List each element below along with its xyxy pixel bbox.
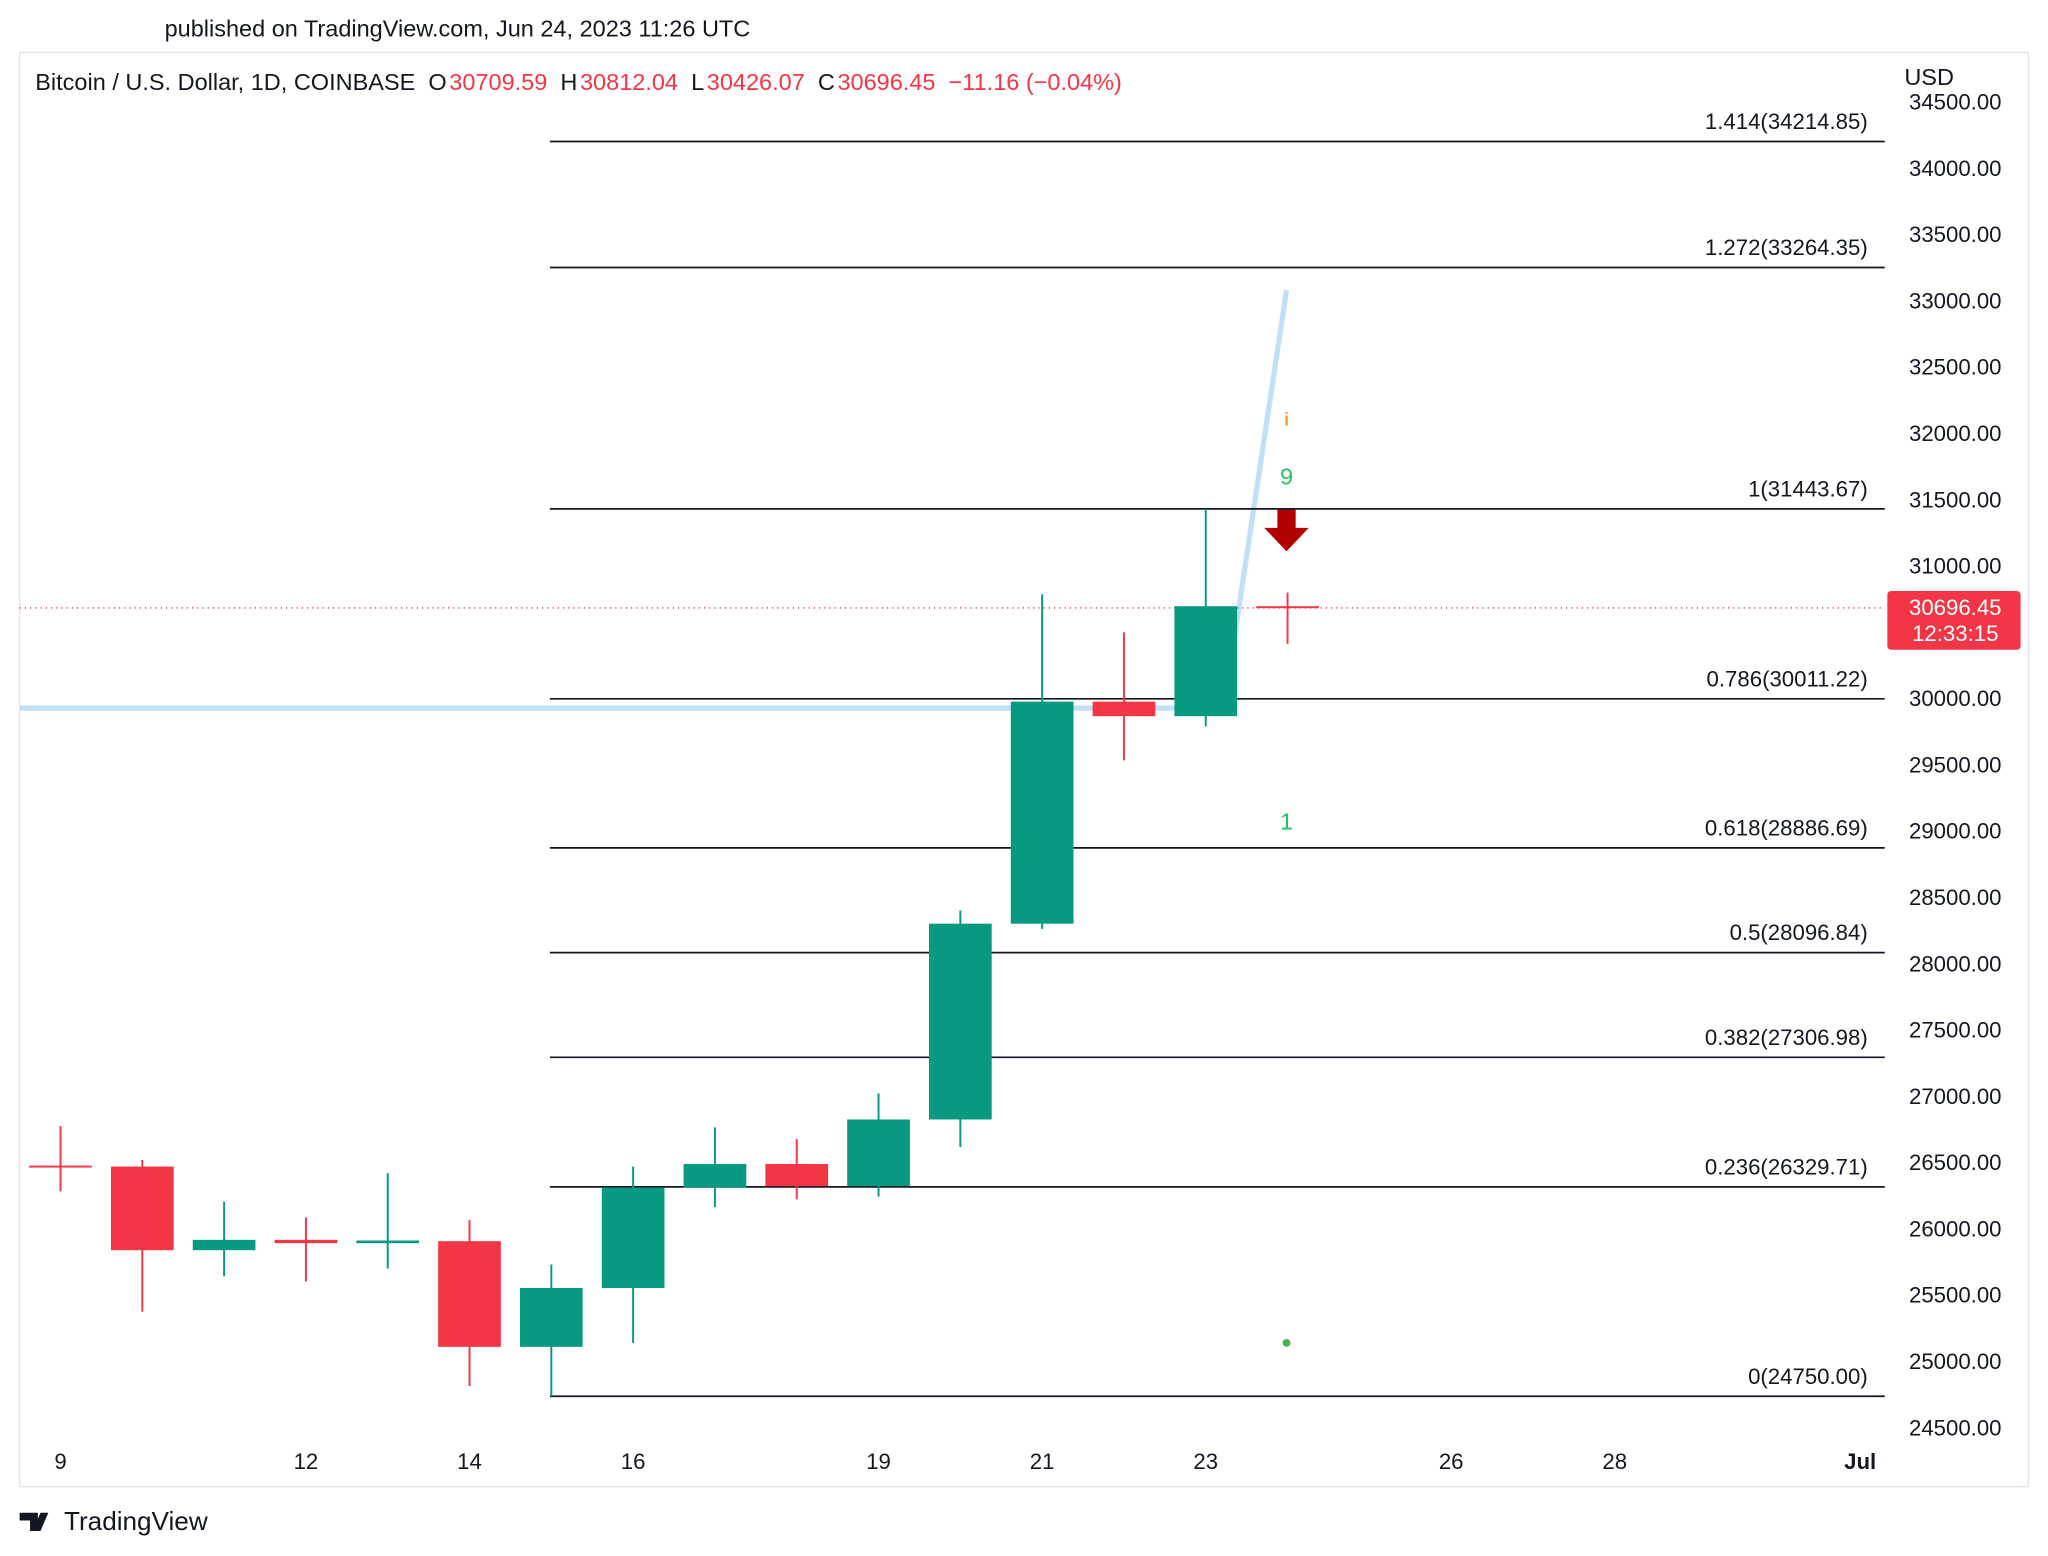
fib-label: 0.236(26329.71) xyxy=(1705,1154,1868,1179)
price-label: 30696.45 xyxy=(1909,595,2002,620)
y-tick-label: 27500.00 xyxy=(1909,1018,2002,1043)
fib-label: 1(31443.67) xyxy=(1748,476,1868,501)
y-tick-label: 28000.00 xyxy=(1909,951,2002,976)
x-tick-label: 16 xyxy=(621,1449,646,1474)
candle-body xyxy=(356,1240,420,1244)
y-tick-label: 30000.00 xyxy=(1909,686,2002,711)
candle-body xyxy=(1256,606,1319,609)
brand-logo: TradingView xyxy=(19,1506,208,1536)
y-tick-label: 33500.00 xyxy=(1909,222,2002,247)
legend-change: −11.16 (−0.04%) xyxy=(949,69,1122,95)
x-tick-label: 14 xyxy=(457,1449,482,1474)
candle-body xyxy=(1010,701,1074,924)
candle-body xyxy=(519,1287,583,1347)
candle-body xyxy=(192,1239,256,1251)
x-tick-label: 21 xyxy=(1030,1449,1055,1474)
count-label: 1 xyxy=(1280,808,1293,834)
x-tick-label: Jul xyxy=(1844,1449,1876,1474)
y-tick-label: 31000.00 xyxy=(1909,554,2002,579)
count-label: 9 xyxy=(1280,463,1293,489)
y-tick-label: 24500.00 xyxy=(1909,1415,2002,1440)
y-tick-label: 26000.00 xyxy=(1909,1216,2002,1241)
fib-label: 0.786(30011.22) xyxy=(1707,666,1868,691)
y-tick-label: 29000.00 xyxy=(1909,819,2002,844)
legend-key: L xyxy=(691,69,704,95)
y-tick-label: 31500.00 xyxy=(1909,487,2002,512)
x-tick-label: 23 xyxy=(1193,1449,1218,1474)
signal-dot xyxy=(1282,1338,1291,1347)
ohlc-legend: O 30709.59 H 30812.04 L 30426.07 C 30696.45 −11.… xyxy=(428,69,1121,95)
candle-body xyxy=(1174,606,1238,717)
y-tick-label: 32000.00 xyxy=(1909,421,2002,446)
fib-label: 1.272(33264.35) xyxy=(1705,235,1868,260)
x-tick-label: 12 xyxy=(294,1449,319,1474)
candle-body xyxy=(438,1241,501,1347)
price-label-box xyxy=(1887,590,2021,650)
fib-label: 1.414(34214.85) xyxy=(1705,109,1868,134)
x-tick-label: 28 xyxy=(1602,1449,1627,1474)
y-tick-label: 26500.00 xyxy=(1909,1150,2002,1175)
trend-line xyxy=(19,289,1290,711)
fib-label: 0.618(28886.69) xyxy=(1705,815,1868,840)
y-tick-label: 25000.00 xyxy=(1909,1349,2002,1374)
candle-body xyxy=(928,923,992,1120)
fib-label: 0.5(28096.84) xyxy=(1730,920,1868,945)
candle-body xyxy=(110,1166,174,1251)
legend-key: C xyxy=(818,69,835,95)
x-tick-label: 19 xyxy=(866,1449,891,1474)
y-tick-label: 28500.00 xyxy=(1909,885,2002,910)
legend-value: 30812.04 xyxy=(580,69,678,95)
fib-label: 0.382(27306.98) xyxy=(1705,1025,1868,1050)
candle-body xyxy=(847,1119,910,1187)
candle-body xyxy=(765,1164,829,1187)
chart-frame xyxy=(18,51,2030,1488)
y-tick-label: 32500.00 xyxy=(1909,355,2002,380)
currency-label: USD xyxy=(1904,64,1954,90)
x-tick-label: 26 xyxy=(1439,1449,1464,1474)
candle-body xyxy=(29,1165,92,1168)
y-tick-label: 33000.00 xyxy=(1909,288,2002,313)
y-tick-label: 34500.00 xyxy=(1909,90,2002,115)
candle-body xyxy=(601,1187,665,1288)
symbol-title: Bitcoin / U.S. Dollar, 1D, COINBASE xyxy=(35,69,415,95)
countdown: 12:33:15 xyxy=(1912,621,1998,646)
y-tick-label: 27000.00 xyxy=(1909,1084,2002,1109)
info-marker: i xyxy=(1284,409,1289,430)
sell-arrow xyxy=(1264,509,1309,552)
candle-body xyxy=(1092,701,1156,717)
legend-value: 30709.59 xyxy=(449,69,547,95)
candle-body xyxy=(274,1239,338,1244)
legend-key: O xyxy=(428,69,446,95)
legend-value: 30426.07 xyxy=(707,69,805,95)
fib-label: 0(24750.00) xyxy=(1748,1364,1868,1389)
x-tick-label: 9 xyxy=(54,1449,66,1474)
brand: TradingView xyxy=(64,1506,208,1536)
candle-body xyxy=(683,1164,747,1188)
y-tick-label: 25500.00 xyxy=(1909,1283,2002,1308)
published-note: published on TradingView.com, Jun 24, 20… xyxy=(165,15,751,41)
y-tick-label: 34000.00 xyxy=(1909,156,2002,181)
legend-value: 30696.45 xyxy=(837,69,935,95)
legend-key: H xyxy=(560,69,577,95)
y-tick-label: 29500.00 xyxy=(1909,752,2002,777)
